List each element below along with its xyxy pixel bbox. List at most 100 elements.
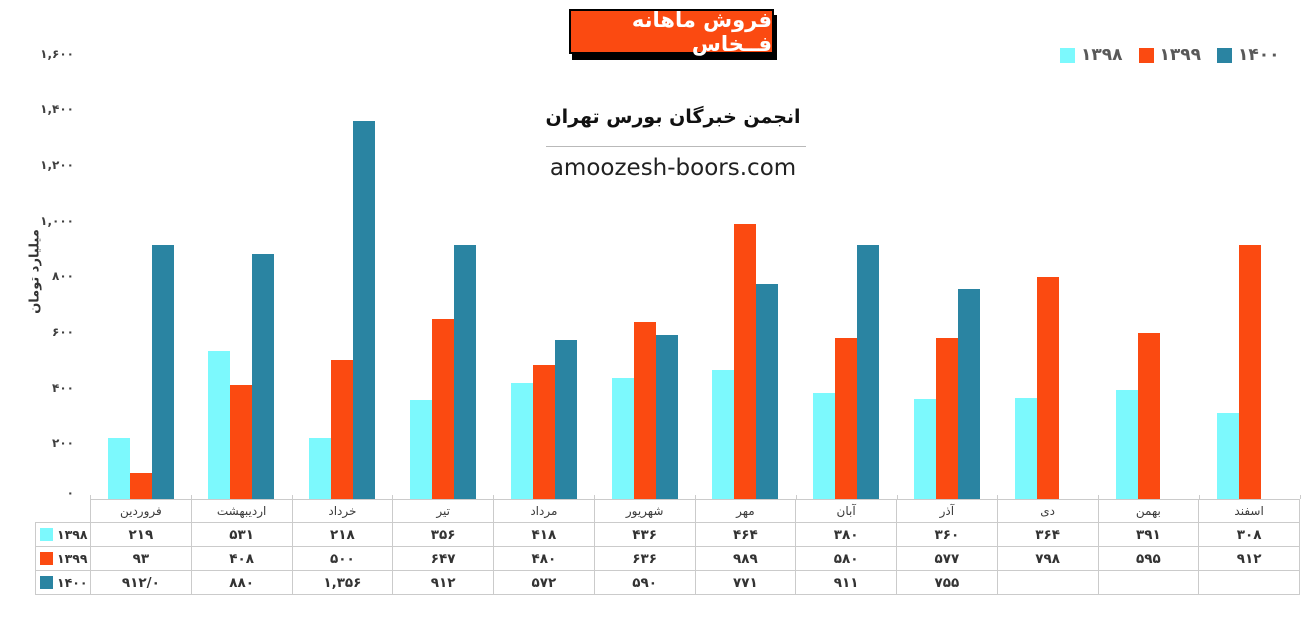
bar-1400-month-7 — [756, 284, 779, 499]
y-axis-tick-label: ۸۰۰ — [52, 269, 74, 284]
y-axis-tick-label: ۱,۶۰۰ — [40, 46, 74, 61]
legend-item-1400: ۱۴۰۰ — [1217, 45, 1280, 65]
bar-1400-month-2 — [252, 253, 275, 499]
bar-1399-month-7 — [734, 223, 757, 499]
table-row-1398: ۱۳۹۸ ۲۱۹ ۵۳۱ ۲۱۸ ۳۵۶ ۴۱۸ ۴۳۶ ۴۶۴ ۳۸۰ ۳۶۰ ۳۶۴ ۳۹۱ ۳۰۸ — [35, 522, 1300, 547]
value-1398-month-1: ۲۱۹ — [90, 522, 192, 547]
value-1400-month-8: ۹۱۱ — [795, 570, 897, 595]
watermark-url: amoozesh-boors.com — [549, 155, 797, 181]
value-1400-month-5: ۵۷۲ — [493, 570, 595, 595]
bar-1400-month-9 — [958, 288, 981, 499]
bar-1400-month-8 — [857, 245, 880, 499]
value-1400-month-4: ۹۱۲ — [392, 570, 494, 595]
row-swatch-1400 — [40, 576, 53, 589]
value-1399-month-9: ۵۷۷ — [896, 546, 998, 571]
data-table: فروردین اردیبهشت خرداد تیر مرداد شهریور مهر آبا… — [35, 499, 1300, 595]
row-label-1398: ۱۳۹۸ — [35, 522, 91, 547]
value-1399-month-6: ۶۳۶ — [593, 546, 696, 571]
legend-swatch-1398 — [1060, 47, 1075, 63]
chart-subtitle: انجمن خبرگان بورس تهران — [545, 106, 801, 128]
bar-1398-month-3 — [309, 438, 332, 499]
subtitle-divider — [546, 146, 806, 147]
y-axis-tick-label: ۲۰۰ — [52, 436, 74, 451]
value-1399-month-1: ۹۳ — [90, 546, 192, 571]
bar-1398-month-10 — [1014, 397, 1037, 499]
value-1400-month-10 — [996, 570, 1099, 595]
value-1398-month-6: ۴۳۶ — [593, 522, 696, 547]
value-1399-month-12: ۹۱۲ — [1198, 546, 1300, 571]
month-header-11: بهمن — [1097, 499, 1200, 523]
month-header-4: تیر — [392, 499, 494, 523]
month-header-8: آبان — [795, 499, 897, 523]
bar-1399-month-8 — [835, 337, 858, 499]
y-axis-tick-label: ۱,۲۰۰ — [40, 157, 74, 172]
table-corner-cell — [35, 499, 91, 523]
value-1398-month-5: ۴۱۸ — [493, 522, 595, 547]
chart-legend: ۱۳۹۸ ۱۳۹۹ ۱۴۰۰ — [1060, 45, 1280, 65]
row-label-1399: ۱۳۹۹ — [35, 546, 91, 571]
value-1400-month-11 — [1097, 570, 1200, 595]
bar-1398-month-6 — [611, 377, 634, 499]
row-year-1399: ۱۳۹۹ — [57, 551, 88, 566]
legend-label-1400: ۱۴۰۰ — [1238, 45, 1280, 65]
month-header-6: شهریور — [593, 499, 696, 523]
value-1399-month-4: ۶۴۷ — [392, 546, 494, 571]
x-axis-tick — [493, 495, 495, 499]
bar-1400-month-1 — [151, 245, 174, 499]
bar-1399-month-11 — [1137, 333, 1160, 499]
x-axis-tick — [694, 495, 696, 499]
legend-item-1399: ۱۳۹۹ — [1138, 45, 1202, 65]
value-1399-month-11: ۵۹۵ — [1097, 546, 1200, 571]
y-axis-tick-label: ۱,۰۰۰ — [40, 213, 74, 228]
x-axis-tick — [1299, 495, 1301, 499]
bar-1399-month-4 — [431, 318, 454, 499]
chart-title: فروش ماهانه فــخاس — [631, 7, 772, 56]
month-header-5: مرداد — [493, 499, 595, 523]
value-1400-month-12 — [1198, 570, 1300, 595]
value-1398-month-8: ۳۸۰ — [795, 522, 897, 547]
y-axis-tick-label: ۴۰۰ — [52, 380, 74, 395]
value-1398-month-7: ۴۶۴ — [694, 522, 797, 547]
y-axis-tick-label: ۶۰۰ — [52, 324, 74, 339]
month-header-2: اردیبهشت — [190, 499, 293, 523]
row-swatch-1399 — [40, 552, 53, 565]
bar-1398-month-8 — [813, 393, 836, 499]
month-header-10: دی — [996, 499, 1099, 523]
value-1399-month-5: ۴۸۰ — [493, 546, 595, 571]
value-1398-month-11: ۳۹۱ — [1097, 522, 1200, 547]
legend-swatch-1399 — [1138, 47, 1154, 63]
bar-1399-month-2 — [230, 385, 253, 499]
bar-1398-month-9 — [914, 398, 937, 499]
bar-1400-month-4 — [453, 245, 476, 499]
value-1400-month-6: ۵۹۰ — [593, 570, 696, 595]
row-swatch-1398 — [40, 528, 53, 541]
value-1399-month-7: ۹۸۹ — [694, 546, 797, 571]
x-axis-tick — [190, 495, 192, 499]
x-axis-tick — [392, 495, 394, 499]
bar-1400-month-5 — [554, 339, 577, 499]
legend-item-1398: ۱۳۹۸ — [1060, 45, 1123, 65]
month-header-9: آذر — [896, 499, 998, 523]
row-year-1398: ۱۳۹۸ — [57, 527, 88, 542]
value-1399-month-2: ۴۰۸ — [190, 546, 293, 571]
value-1400-month-2: ۸۸۰ — [190, 570, 293, 595]
value-1399-month-3: ۵۰۰ — [291, 546, 394, 571]
bar-1398-month-7 — [712, 369, 735, 499]
bar-1399-month-12 — [1238, 245, 1261, 499]
bar-1399-month-3 — [331, 359, 354, 499]
bar-1399-month-9 — [936, 338, 959, 499]
legend-label-1399: ۱۳۹۹ — [1159, 45, 1202, 65]
row-year-1400: ۱۴۰۰ — [57, 575, 88, 590]
bar-1398-month-5 — [510, 382, 533, 499]
legend-label-1398: ۱۳۹۸ — [1081, 45, 1123, 65]
month-header-7: مهر — [694, 499, 797, 523]
bar-1398-month-12 — [1216, 413, 1239, 499]
row-label-1400: ۱۴۰۰ — [35, 570, 91, 595]
month-header-1: فروردین — [90, 499, 192, 523]
value-1400-month-9: ۷۵۵ — [896, 570, 998, 595]
bar-1398-month-2 — [208, 351, 231, 499]
bar-1400-month-6 — [655, 334, 678, 499]
month-header-12: اسفند — [1198, 499, 1300, 523]
value-1399-month-10: ۷۹۸ — [996, 546, 1099, 571]
